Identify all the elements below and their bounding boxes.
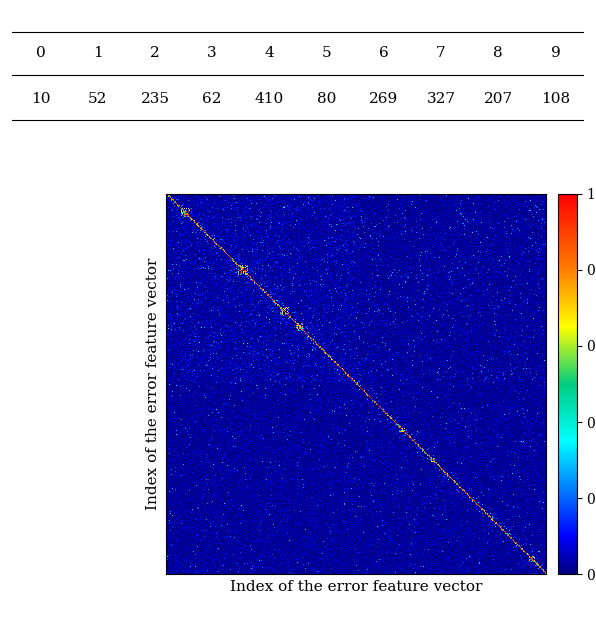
Text: 3: 3 bbox=[207, 46, 217, 60]
Text: 5: 5 bbox=[322, 46, 331, 60]
Text: 108: 108 bbox=[541, 92, 570, 106]
Text: 62: 62 bbox=[203, 92, 222, 106]
Text: 10: 10 bbox=[31, 92, 50, 106]
Text: 410: 410 bbox=[254, 92, 284, 106]
Text: 6: 6 bbox=[379, 46, 389, 60]
Text: 7: 7 bbox=[436, 46, 446, 60]
Text: 207: 207 bbox=[484, 92, 513, 106]
Text: 235: 235 bbox=[141, 92, 169, 106]
Text: 80: 80 bbox=[317, 92, 336, 106]
Text: 0: 0 bbox=[36, 46, 45, 60]
Text: 9: 9 bbox=[551, 46, 560, 60]
Text: 327: 327 bbox=[427, 92, 455, 106]
Text: 1: 1 bbox=[93, 46, 103, 60]
Text: 52: 52 bbox=[88, 92, 107, 106]
Text: 2: 2 bbox=[150, 46, 160, 60]
Text: 4: 4 bbox=[265, 46, 274, 60]
Text: 269: 269 bbox=[369, 92, 399, 106]
Y-axis label: Index of the error feature vector: Index of the error feature vector bbox=[147, 258, 160, 510]
Text: 8: 8 bbox=[493, 46, 503, 60]
X-axis label: Index of the error feature vector: Index of the error feature vector bbox=[230, 580, 482, 594]
